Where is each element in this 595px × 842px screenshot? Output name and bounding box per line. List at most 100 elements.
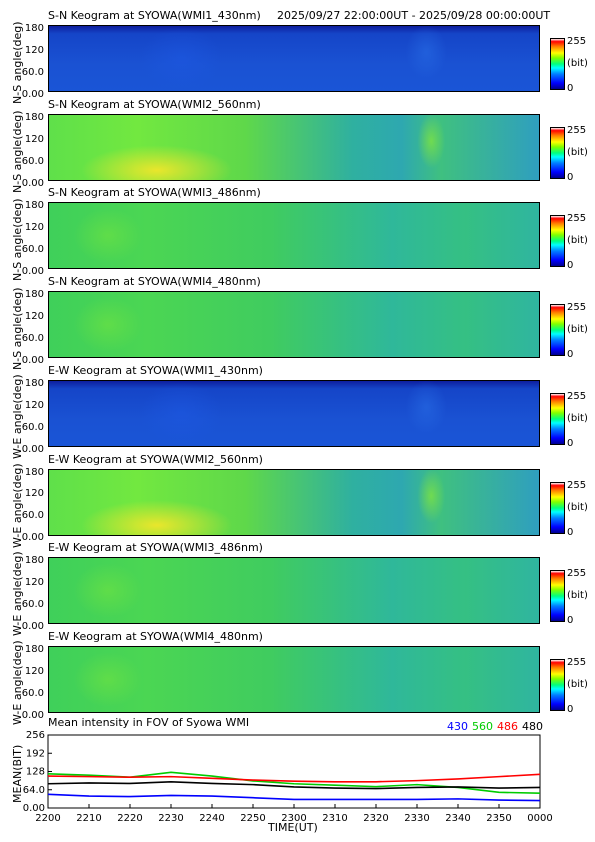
x-tick-label: 2250 xyxy=(240,813,265,824)
legend-430: 430 xyxy=(447,720,468,733)
colorbar-unit: (bit) xyxy=(567,58,588,69)
keogram-image xyxy=(48,291,540,359)
colorbar xyxy=(550,126,565,179)
keogram-title: E-W Keogram at SYOWA(WMI4_480nm) xyxy=(48,629,263,643)
colorbar-unit: (bit) xyxy=(567,501,588,513)
x-tick-label: 2210 xyxy=(76,813,101,824)
colorbar-unit: (bit) xyxy=(567,235,588,247)
keogram-title: S-N Keogram at SYOWA(WMI1_430nm) xyxy=(48,9,261,22)
mean-chart-title: Mean intensity in FOV of Syowa WMI xyxy=(48,716,250,729)
colorbar xyxy=(550,304,565,357)
colorbar-min: 0 xyxy=(567,615,574,627)
x-tick-label: 2230 xyxy=(158,813,183,824)
x-tick-label: 0000 xyxy=(527,813,552,824)
keogram-ytick: 60.0 xyxy=(21,599,44,611)
x-tick-label: 2300 xyxy=(281,813,306,824)
x-tick-label: 2350 xyxy=(486,813,511,824)
keogram-image xyxy=(48,202,540,270)
colorbar-unit: (bit) xyxy=(567,678,588,690)
keogram-ytick: 120 xyxy=(24,222,44,234)
keogram-title: E-W Keogram at SYOWA(WMI2_560nm) xyxy=(48,452,263,466)
legend-486: 486 xyxy=(497,720,518,733)
colorbar-max: 255 xyxy=(567,479,587,491)
keogram-ytick: 180 xyxy=(24,289,44,301)
keogram-title: S-N Keogram at SYOWA(WMI2_560nm) xyxy=(48,97,261,111)
keogram-ytick: 180 xyxy=(24,466,44,478)
colorbar-min: 0 xyxy=(567,703,574,715)
colorbar-unit: (bit) xyxy=(567,412,588,424)
colorbar xyxy=(550,38,565,90)
keogram-ytick: 0.00 xyxy=(21,443,44,455)
mean-chart-xlabel: TIME(UT) xyxy=(268,821,318,834)
colorbar-max: 255 xyxy=(567,302,587,314)
y-tick-label: 256 xyxy=(26,730,45,741)
colorbar-max: 255 xyxy=(567,390,587,402)
keogram-image xyxy=(48,557,540,625)
keogram-ytick: 120 xyxy=(24,399,44,411)
keogram-title: E-W Keogram at SYOWA(WMI1_430nm) xyxy=(48,363,263,377)
keogram-ytick: 0.00 xyxy=(21,532,44,544)
keogram-ytick: 0.00 xyxy=(21,355,44,366)
colorbar-min: 0 xyxy=(567,171,574,183)
y-tick-label: 192 xyxy=(26,748,45,759)
colorbar xyxy=(550,481,565,534)
keogram-image xyxy=(48,25,540,92)
colorbar-unit: (bit) xyxy=(567,324,588,336)
colorbar-min: 0 xyxy=(567,349,574,361)
colorbar-min: 0 xyxy=(567,437,574,449)
y-tick-label: 0.00 xyxy=(23,803,45,814)
keogram-image xyxy=(48,113,540,181)
keogram-ytick: 120 xyxy=(24,133,44,145)
x-tick-label: 2220 xyxy=(117,813,142,824)
colorbar-max: 255 xyxy=(567,568,587,580)
keogram-ytick: 0.00 xyxy=(21,266,44,278)
colorbar xyxy=(550,658,565,711)
x-tick-label: 2320 xyxy=(363,813,388,824)
keogram-ytick: 120 xyxy=(24,665,44,677)
keogram-image xyxy=(48,468,540,536)
series-line-430 xyxy=(47,793,541,802)
keogram-title: S-N Keogram at SYOWA(WMI3_486nm) xyxy=(48,186,261,200)
keogram-ytick: 0.00 xyxy=(21,88,44,100)
colorbar xyxy=(550,570,565,623)
colorbar xyxy=(550,392,565,445)
keogram-ytick: 0.00 xyxy=(21,621,44,633)
keogram-ytick: 0.00 xyxy=(21,709,44,721)
keogram-ytick: 180 xyxy=(24,200,44,212)
colorbar-max: 255 xyxy=(567,124,587,136)
keogram-title: S-N Keogram at SYOWA(WMI4_480nm) xyxy=(48,275,261,289)
legend-560: 560 xyxy=(472,720,493,733)
keogram-ytick: 60.0 xyxy=(21,155,44,167)
keogram-ytick: 60.0 xyxy=(21,244,44,256)
legend-480: 480 xyxy=(522,720,543,733)
colorbar-unit: (bit) xyxy=(567,590,588,602)
x-tick-label: 2310 xyxy=(322,813,347,824)
keogram-ytick: 180 xyxy=(24,555,44,567)
colorbar xyxy=(550,215,565,268)
series-line-480 xyxy=(47,780,541,790)
keogram-title: E-W Keogram at SYOWA(WMI3_486nm) xyxy=(48,541,263,555)
keogram-ytick: 0.00 xyxy=(21,177,44,189)
keogram-ytick: 180 xyxy=(24,111,44,123)
series-line-486 xyxy=(47,773,541,783)
keogram-ytick: 180 xyxy=(24,377,44,389)
keogram-image xyxy=(48,645,540,713)
keogram-ytick: 60.0 xyxy=(21,333,44,345)
colorbar-max: 255 xyxy=(567,213,587,225)
header-range: 2025/09/27 22:00:00UT - 2025/09/28 00:00… xyxy=(277,9,551,22)
keogram-ytick: 60.0 xyxy=(21,421,44,433)
x-tick-label: 2200 xyxy=(35,813,60,824)
x-tick-label: 2240 xyxy=(199,813,224,824)
y-tick-label: 64.0 xyxy=(23,785,45,796)
colorbar-min: 0 xyxy=(567,526,574,538)
keogram-ytick: 180 xyxy=(24,643,44,655)
y-tick-label: 128 xyxy=(26,767,45,778)
keogram-ytick: 120 xyxy=(24,311,44,323)
colorbar-max: 255 xyxy=(567,36,587,47)
keogram-ytick: 60.0 xyxy=(21,510,44,522)
colorbar-min: 0 xyxy=(567,83,574,94)
keogram-ytick: 120 xyxy=(24,44,44,56)
keogram-ytick: 60.0 xyxy=(21,687,44,699)
colorbar-min: 0 xyxy=(567,260,574,272)
